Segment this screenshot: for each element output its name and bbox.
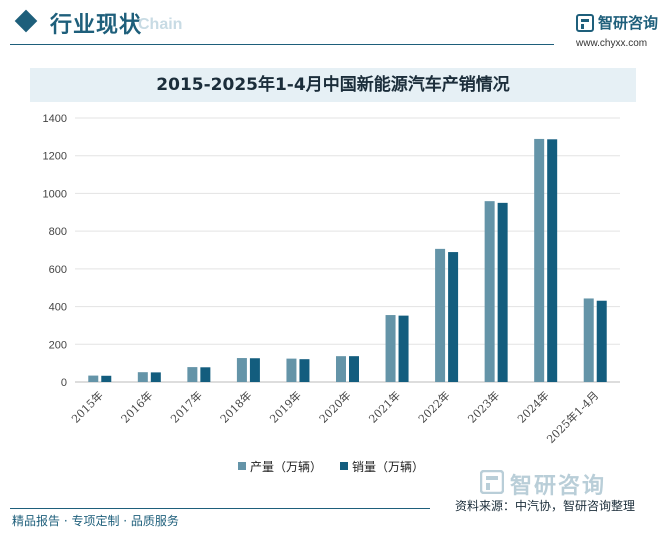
legend-label: 产量（万辆）: [250, 460, 322, 474]
brand-name: 智研咨询: [598, 14, 659, 32]
legend-swatch: [238, 462, 246, 470]
y-tick-label: 400: [49, 302, 67, 314]
chart-title: 2015-2025年1-4月中国新能源汽车产销情况: [156, 75, 510, 95]
bar-sales: [150, 372, 161, 382]
bar-sales: [200, 367, 211, 382]
x-tick-label: 2017年: [168, 388, 205, 425]
y-tick-label: 1400: [43, 113, 67, 125]
watermark-brand-name: 智研咨询: [510, 474, 607, 499]
x-tick-label: 2016年: [118, 388, 155, 425]
x-tick-label: 2023年: [465, 388, 502, 425]
bar-production: [385, 315, 396, 382]
bar-sales: [448, 252, 459, 382]
header-divider: [10, 44, 554, 45]
footer-slogan: 精品报告 · 专项定制 · 品质服务: [12, 514, 179, 528]
legend-label: 销量（万辆）: [352, 460, 424, 474]
bar-sales: [398, 315, 409, 382]
x-tick-label: 2022年: [415, 388, 452, 425]
bar-production: [435, 248, 446, 382]
bar-production: [236, 358, 247, 382]
x-tick-label: 2024年: [514, 388, 551, 425]
bar-sales: [547, 139, 558, 382]
bar-production: [336, 356, 346, 382]
legend-swatch: [340, 462, 348, 470]
bar-sales: [249, 358, 260, 382]
bar-production: [137, 372, 148, 382]
x-tick-label: 2019年: [267, 388, 304, 425]
brand-logo-icon: [576, 14, 594, 32]
bar-chart: 0 200 400 600 800 1000 1200 1400 2015年 2016年 2017年…: [43, 113, 620, 474]
section-bg-text: Chain: [138, 16, 183, 33]
y-tick-label: 1200: [43, 151, 67, 163]
bar-production: [484, 201, 495, 382]
y-tick-label: 1000: [43, 188, 67, 200]
x-tick-label: 2015年: [68, 388, 105, 425]
y-tick-label: 800: [49, 226, 67, 238]
bar-sales: [101, 375, 112, 382]
source-note: 资料来源：中汽协，智研咨询整理: [455, 499, 636, 513]
y-tick-label: 200: [49, 339, 67, 351]
x-tick-label: 2018年: [217, 388, 254, 425]
x-tick-label: 2021年: [366, 388, 403, 425]
bar-production: [88, 375, 99, 382]
diamond-icon: [14, 9, 38, 33]
bar-sales: [596, 300, 607, 382]
bar-sales: [349, 356, 359, 382]
footer-divider: [10, 508, 430, 509]
section-header: 行业现状 Chain 智研咨询 www.chyxx.com: [0, 0, 666, 52]
chart-title-band: 2015-2025年1-4月中国新能源汽车产销情况: [30, 68, 636, 102]
x-tick-label: 2025年1-4月: [544, 388, 602, 446]
y-tick-label: 0: [61, 377, 67, 389]
y-tick-label: 600: [49, 264, 67, 276]
bar-production: [286, 358, 297, 382]
bar-production: [583, 298, 594, 382]
section-title: 行业现状: [50, 13, 143, 38]
bar-production: [534, 138, 545, 382]
brand-url: www.chyxx.com: [576, 38, 648, 49]
bar-sales: [299, 359, 310, 382]
bar-production: [187, 367, 198, 382]
watermark-logo-icon: [480, 470, 504, 494]
x-tick-label: 2020年: [316, 388, 353, 425]
bar-sales: [497, 202, 508, 382]
